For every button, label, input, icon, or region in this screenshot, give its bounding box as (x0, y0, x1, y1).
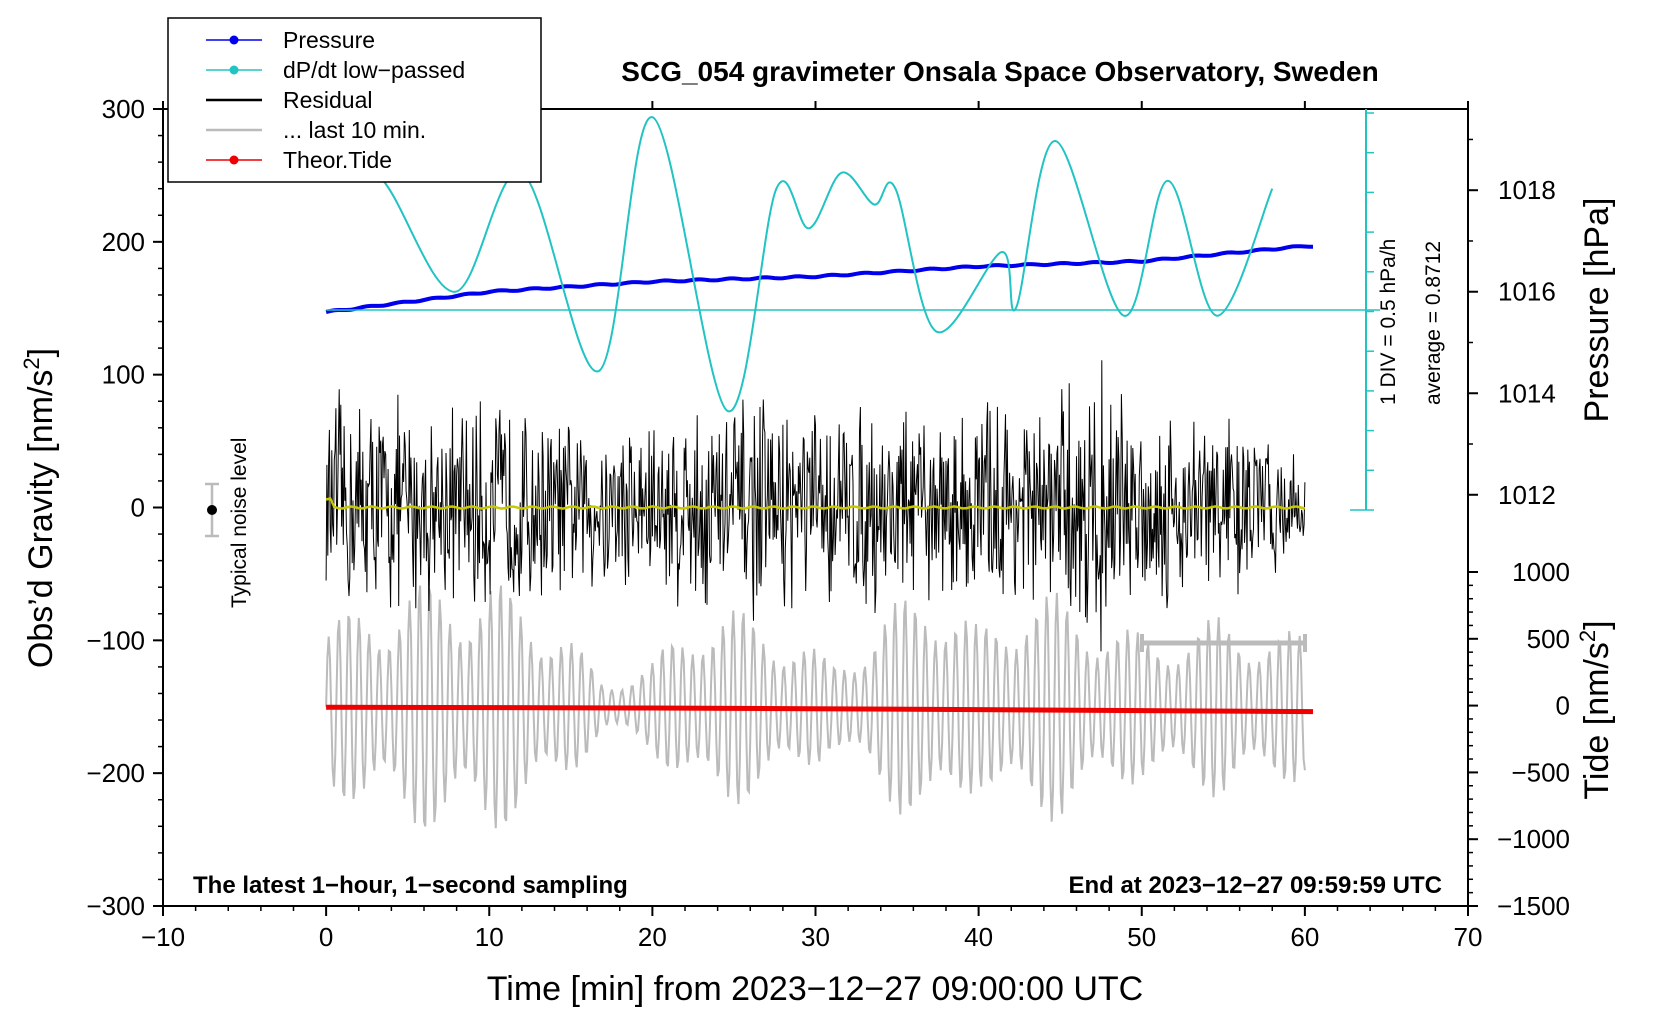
gravity-axis-label-sup: 2 (19, 357, 44, 369)
x-tick-label: 40 (964, 922, 993, 952)
last-10-min-bar (1140, 634, 1307, 652)
tide-axis-label: Tide [nm/s2] (1575, 620, 1616, 799)
pressure-axis-ticks: 1018 1016 1014 1012 (1468, 138, 1556, 510)
x-tick-label: 70 (1454, 922, 1483, 952)
gravity-tick-label: 200 (102, 227, 145, 257)
legend-marker (229, 35, 239, 45)
x-axis-label: Time [min] from 2023−12−27 09:00:00 UTC (487, 970, 1143, 1008)
last-10-min-line (325, 585, 1306, 829)
pressure-line (325, 244, 1314, 314)
gravity-tick-label: −100 (86, 625, 145, 655)
x-tick-label: 60 (1290, 922, 1319, 952)
legend-label: ... last 10 min. (283, 117, 426, 143)
noise-level-indicator (205, 482, 219, 538)
residual-line (325, 360, 1306, 652)
tide-tick-label: 500 (1527, 624, 1570, 654)
bottom-left-note: The latest 1−hour, 1−second sampling (193, 872, 628, 899)
residual-smoothed-trace (325, 497, 1306, 510)
x-tick-label: 20 (638, 922, 667, 952)
pressure-tick-label: 1012 (1498, 480, 1556, 510)
tide-axis-label-sup: 2 (1575, 630, 1600, 642)
gravity-tick-label: 300 (102, 94, 145, 124)
legend: Pressure dP/dt low−passed Residual ... last… (167, 17, 542, 183)
pressure-tick-label: 1018 (1498, 175, 1556, 205)
gravity-tick-label: 0 (131, 493, 145, 523)
legend-marker (229, 155, 239, 165)
tide-axis-ticks: 1000 500 0 −500 −1000 −1500 (1468, 557, 1570, 921)
legend-marker (229, 65, 239, 75)
residual-trace (325, 360, 1306, 652)
x-axis-ticks: −10 0 10 20 30 40 50 60 70 (141, 101, 1483, 952)
tide-tick-label: 0 (1556, 691, 1570, 721)
tide-axis-label-text: Tide [nm/s (1578, 642, 1616, 799)
tide-tick-label: −1500 (1497, 891, 1570, 921)
gravity-tick-label: −200 (86, 758, 145, 788)
tide-tick-label: 1000 (1512, 557, 1570, 587)
dpdt-trace (325, 116, 1380, 412)
gravity-axis-label-end: ] (22, 348, 60, 357)
average-note: average = 0.8712 (1422, 241, 1445, 405)
chart-title: SCG_054 gravimeter Onsala Space Observat… (621, 56, 1378, 87)
theor-tide-line (326, 704, 1314, 715)
pressure-tick-label: 1014 (1498, 378, 1556, 408)
gravity-axis-label-text: Obs’d Gravity [nm/s (22, 370, 60, 669)
x-tick-label: 30 (801, 922, 830, 952)
legend-label: Pressure (283, 27, 375, 53)
gravity-axis-label: Obs’d Gravity [nm/s2] (19, 348, 60, 668)
pressure-trace (325, 244, 1314, 314)
gravity-tick-label: 100 (102, 360, 145, 390)
theor-tide-trace (326, 704, 1314, 715)
div-note: 1 DIV = 0.5 hPa/h (1377, 239, 1400, 405)
x-tick-label: 50 (1127, 922, 1156, 952)
last-10-min-grey-trace (325, 585, 1306, 829)
tide-tick-label: −1000 (1497, 824, 1570, 854)
gravity-axis-ticks: 300 200 100 0 −100 −200 −300 (86, 94, 163, 921)
x-tick-label: 0 (319, 922, 333, 952)
pressure-axis-label: Pressure [hPa] (1578, 198, 1616, 423)
legend-label: Residual (283, 87, 373, 113)
x-tick-label: 10 (475, 922, 504, 952)
tide-axis-label-end: ] (1578, 620, 1616, 629)
dpdt-line (325, 116, 1274, 412)
pressure-tick-label: 1016 (1498, 277, 1556, 307)
noise-level-label: Typical noise level (228, 438, 251, 608)
x-tick-label: −10 (141, 922, 185, 952)
residual-smoothed-line (325, 497, 1306, 510)
gravity-tick-label: −300 (86, 891, 145, 921)
legend-label: Theor.Tide (283, 147, 392, 173)
tide-tick-label: −500 (1511, 757, 1570, 787)
bottom-right-note: End at 2023−12−27 09:59:59 UTC (1068, 872, 1442, 899)
legend-label: dP/dt low−passed (283, 57, 465, 83)
dpdt-scale-axis (1350, 109, 1374, 511)
